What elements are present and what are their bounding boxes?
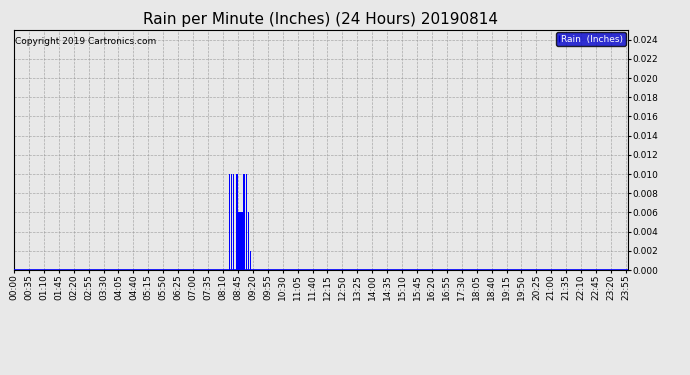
Title: Rain per Minute (Inches) (24 Hours) 20190814: Rain per Minute (Inches) (24 Hours) 2019… <box>144 12 498 27</box>
Text: Copyright 2019 Cartronics.com: Copyright 2019 Cartronics.com <box>15 37 156 46</box>
Legend: Rain  (Inches): Rain (Inches) <box>556 32 626 46</box>
